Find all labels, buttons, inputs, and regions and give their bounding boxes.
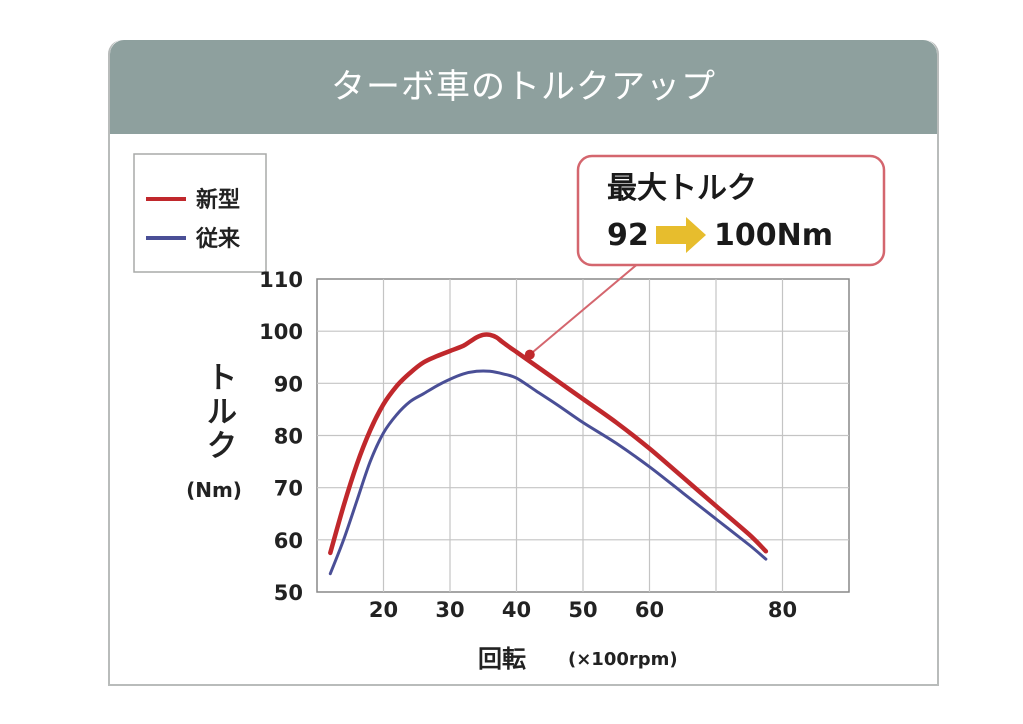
x-tick-label: 30: [435, 598, 464, 622]
y-tick-label: 60: [274, 529, 303, 553]
x-axis-unit: (×100rpm): [568, 649, 678, 670]
y-tick-label: 80: [274, 425, 303, 449]
x-axis-title: 回転 (×100rpm): [478, 645, 678, 673]
callout-from-value: 92: [607, 218, 649, 253]
x-tick-label: 60: [635, 598, 664, 622]
max-torque-callout: 最大トルク 92 100Nm: [524, 154, 886, 360]
callout-box: [576, 154, 886, 267]
x-tick-label: 50: [568, 598, 597, 622]
legend-label-new: 新型: [196, 187, 240, 213]
y-tick-label: 100: [259, 320, 303, 344]
y-tick-label: 90: [274, 372, 303, 396]
callout-leader-line: [529, 261, 641, 356]
callout-target-dot: [524, 349, 535, 360]
x-tick-labels: 20 30 40 50 60 80: [369, 598, 797, 622]
y-tick-labels: 110 100 90 80 70 60 50: [259, 268, 303, 605]
y-axis-label-char: ト: [207, 361, 237, 396]
chart-header: ターボ車のトルクアップ: [110, 40, 937, 134]
series-line-new: [328, 332, 769, 556]
y-tick-label: 70: [274, 477, 303, 501]
y-axis-title: トルク (Nm): [186, 361, 242, 502]
series-layer: [328, 332, 769, 576]
y-axis-label: トルク: [207, 361, 237, 464]
legend-label-old: 従来: [195, 226, 241, 252]
callout-arrow-icon: [656, 217, 706, 253]
y-tick-label: 50: [274, 581, 303, 605]
series-line-old: [328, 369, 768, 576]
y-axis-unit: (Nm): [186, 478, 242, 502]
y-tick-label: 110: [259, 268, 303, 292]
y-axis-label-char: ル: [207, 395, 237, 430]
chart-title: ターボ車のトルクアップ: [331, 67, 716, 107]
x-tick-label: 40: [502, 598, 531, 622]
grid-lines: [317, 279, 849, 592]
legend: 新型 従来: [133, 153, 267, 273]
callout-title: 最大トルク: [607, 171, 757, 206]
x-tick-label: 20: [369, 598, 398, 622]
legend-box: [133, 153, 267, 273]
x-tick-label: 80: [768, 598, 797, 622]
y-axis-label-char: ク: [207, 429, 237, 464]
callout-to-value: 100Nm: [714, 218, 833, 253]
x-axis-label: 回転: [478, 645, 526, 673]
